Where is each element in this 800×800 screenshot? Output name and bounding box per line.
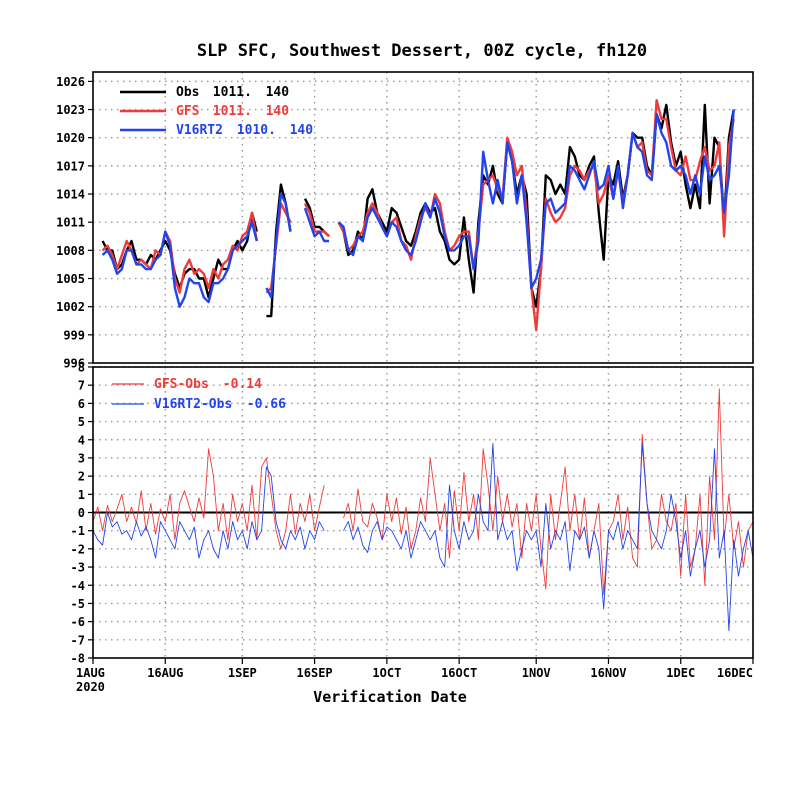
legend-text: 140	[290, 123, 314, 138]
y-tick-label: 1014	[56, 188, 85, 202]
y-tick-label: -4	[71, 579, 85, 593]
legend-text: V16RT2-Obs	[154, 397, 232, 412]
slp-verification-chart: SLP SFC, Southwest Dessert, 00Z cycle, f…	[0, 0, 800, 800]
y-tick-label: -8	[71, 652, 85, 666]
y-tick-label: 7	[78, 379, 85, 393]
y-tick-label: 0	[78, 506, 85, 520]
y-tick-label: 1008	[56, 244, 85, 258]
legend-text: 140	[266, 104, 290, 119]
legend-text: 1010.	[237, 123, 276, 138]
bottom-panel: -8 -7 -6 -5 -4 -3 -2 -1 0 1 2 3 4 5 6 7 8 GFS-Obs -0.14 V16…	[71, 361, 753, 681]
y-tick-label: 1005	[56, 272, 85, 286]
y-tick-label: 1011	[56, 216, 85, 230]
x-tick-label: 16OCT	[441, 666, 477, 680]
x-tick-label: 16AUG	[147, 666, 183, 680]
y-tick-label: 8	[78, 361, 85, 375]
legend-text: 140	[266, 85, 290, 100]
legend-text: -0.14	[223, 377, 262, 392]
y-tick-label: 1002	[56, 300, 85, 314]
x-tick-label: 16DEC	[717, 666, 753, 680]
x-tick-label: 16SEP	[297, 666, 333, 680]
y-tick-label: 4	[78, 433, 85, 447]
series-line-gfs-obs	[344, 389, 754, 595]
y-tick-label: 1020	[56, 131, 85, 145]
y-tick-label: 999	[63, 328, 85, 342]
y-tick-label: 1017	[56, 159, 85, 173]
y-tick-label: 1026	[56, 75, 85, 89]
legend-text: 1011.	[213, 85, 252, 100]
legend-text: Obs	[176, 85, 199, 100]
y-tick-label: 2	[78, 470, 85, 484]
series-line-v16rt2	[103, 222, 257, 307]
y-tick-label: -6	[71, 615, 85, 629]
y-tick-label: -2	[71, 542, 85, 556]
x-tick-label: 1NOV	[522, 666, 551, 680]
x-tick-label: 1AUG	[76, 666, 105, 680]
legend-text: 1011.	[213, 104, 252, 119]
y-tick-label: 1023	[56, 103, 85, 117]
y-tick-label: -7	[71, 633, 85, 647]
y-tick-label: 6	[78, 397, 85, 411]
y-tick-label: -5	[71, 597, 85, 611]
y-tick-label: 3	[78, 451, 85, 465]
legend-text: GFS	[176, 104, 200, 119]
year-label: 2020	[76, 680, 105, 694]
x-tick-label: 1OCT	[372, 666, 401, 680]
chart-title: SLP SFC, Southwest Dessert, 00Z cycle, f…	[197, 41, 647, 61]
x-tick-label: 16NOV	[590, 666, 626, 680]
x-tick-label: 1DEC	[666, 666, 695, 680]
legend-text: V16RT2	[176, 123, 223, 138]
y-tick-label: 5	[78, 415, 85, 429]
x-tick-label: 1SEP	[228, 666, 257, 680]
series-line-v16rt2	[266, 194, 290, 297]
y-tick-label: -1	[71, 524, 85, 538]
y-tick-label: 1	[78, 488, 85, 502]
x-axis-label: Verification Date	[313, 688, 467, 706]
y-tick-label: -3	[71, 561, 85, 575]
legend-text: -0.66	[247, 397, 286, 412]
top-panel: 9969991002100510081011101410171020102310…	[56, 72, 753, 371]
legend-text: GFS-Obs	[154, 377, 209, 392]
